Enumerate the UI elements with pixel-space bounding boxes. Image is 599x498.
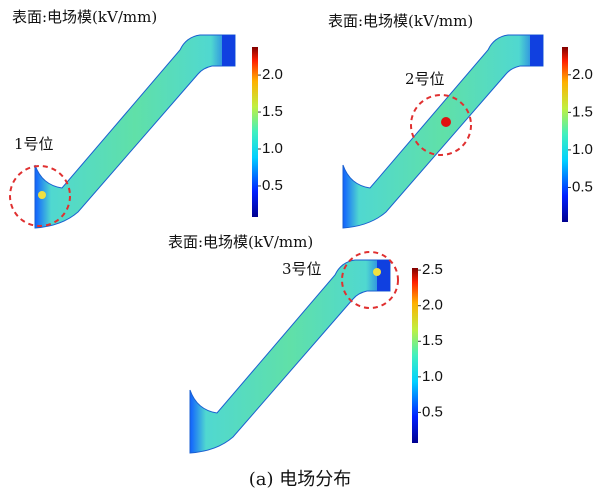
colorbar-tick-label: 1.5 <box>422 332 443 349</box>
channel-plot <box>190 260 390 453</box>
figure: 表面:电场模(kV/mm) 表面:电场模(kV/mm) 表面:电场模(kV/mm… <box>0 0 599 498</box>
marker-label: 3号位 <box>282 260 322 278</box>
colorbar-tick-label: 2.5 <box>422 261 443 278</box>
panel-title: 表面:电场模(kV/mm) <box>168 233 313 251</box>
colorbar-tick-label: 1.0 <box>572 141 593 158</box>
colorbar-tick-label: 2.0 <box>572 66 593 83</box>
panel-title: 表面:电场模(kV/mm) <box>328 12 473 30</box>
colorbar-tick-label: 2.0 <box>422 297 443 314</box>
hotspot <box>373 268 381 276</box>
colorbar-tick-label: 0.5 <box>422 403 443 420</box>
colorbar-tick-label: 0.5 <box>572 178 593 195</box>
colorbar-tick-label: 1.0 <box>262 140 283 157</box>
caption: (a) 电场分布 <box>249 469 352 490</box>
colorbar-tick-label: 0.5 <box>262 177 283 194</box>
hotspot <box>441 117 451 127</box>
channel-plot <box>343 35 543 228</box>
colorbar <box>252 47 258 217</box>
colorbar <box>412 268 418 443</box>
colorbar-tick-label: 1.0 <box>422 368 443 385</box>
marker-label: 2号位 <box>405 70 445 88</box>
hotspot <box>38 191 46 199</box>
panel-title: 表面:电场模(kV/mm) <box>12 8 157 26</box>
colorbar <box>562 47 568 222</box>
colorbar-tick-label: 1.5 <box>572 103 593 120</box>
colorbar-tick-label: 2.0 <box>262 66 283 83</box>
marker-label: 1号位 <box>14 135 54 153</box>
colorbar-tick-label: 1.5 <box>262 103 283 120</box>
channel-plot <box>35 35 235 228</box>
